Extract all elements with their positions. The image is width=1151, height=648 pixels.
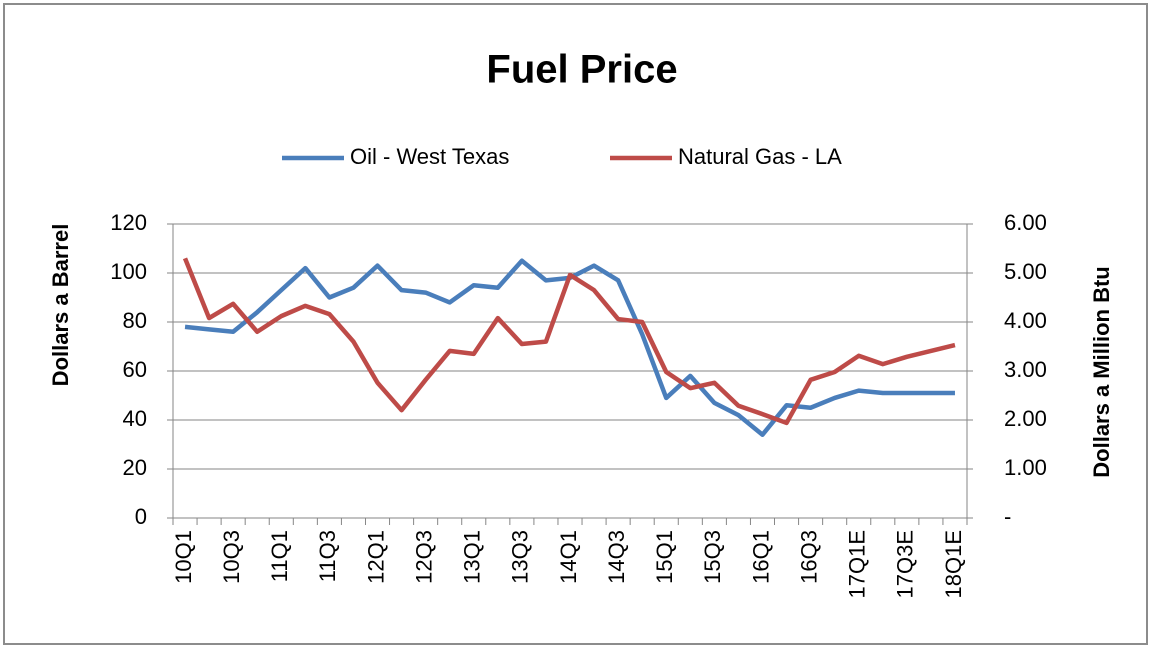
series-line [182,257,956,426]
x-tick-label: 10Q3 [219,530,244,584]
y-tick-label: 80 [123,308,147,333]
x-tick-label: 10Q1 [171,530,196,584]
y-tick-label: 20 [123,455,147,480]
y2-tick-label: - [1004,504,1011,529]
y-tick-label: 120 [110,210,147,235]
legend-label: Oil - West Texas [350,144,509,169]
x-tick-label: 14Q1 [556,530,581,584]
x-tick-label: 12Q3 [411,530,436,584]
x-tick-label: 13Q1 [460,530,485,584]
y2-tick-label: 4.00 [1004,308,1047,333]
x-tick-label: 11Q1 [267,530,292,582]
y2-tick-label: 6.00 [1004,210,1047,235]
y2-tick-label: 3.00 [1004,357,1047,382]
chart-frame [3,3,1148,645]
y-tick-label: 40 [123,406,147,431]
legend-label: Natural Gas - LA [678,144,842,169]
x-tick-label: 17Q1E [845,530,870,599]
y-tick-label: 100 [110,259,147,284]
x-tick-label: 13Q3 [508,530,533,584]
y-axis-label: Dollars a Barrel [48,224,73,387]
x-tick-label: 14Q3 [604,530,629,584]
y-tick-label: 60 [123,357,147,382]
x-tick-label: 16Q1 [748,530,773,584]
x-tick-label: 16Q3 [796,530,821,584]
x-tick-label: 11Q3 [315,530,340,582]
y-tick-label: 0 [135,504,147,529]
chart-title: Fuel Price [486,48,677,92]
x-tick-label: 12Q1 [363,530,388,584]
y2-axis-label: Dollars a Million Btu [1089,266,1114,477]
x-tick-label: 18Q1E [941,530,966,599]
x-tick-label: 17Q3E [893,530,918,599]
x-tick-label: 15Q1 [652,530,677,584]
y2-tick-label: 5.00 [1004,259,1047,284]
x-tick-label: 15Q3 [700,530,725,584]
y2-tick-label: 2.00 [1004,406,1047,431]
y2-tick-label: 1.00 [1004,455,1047,480]
